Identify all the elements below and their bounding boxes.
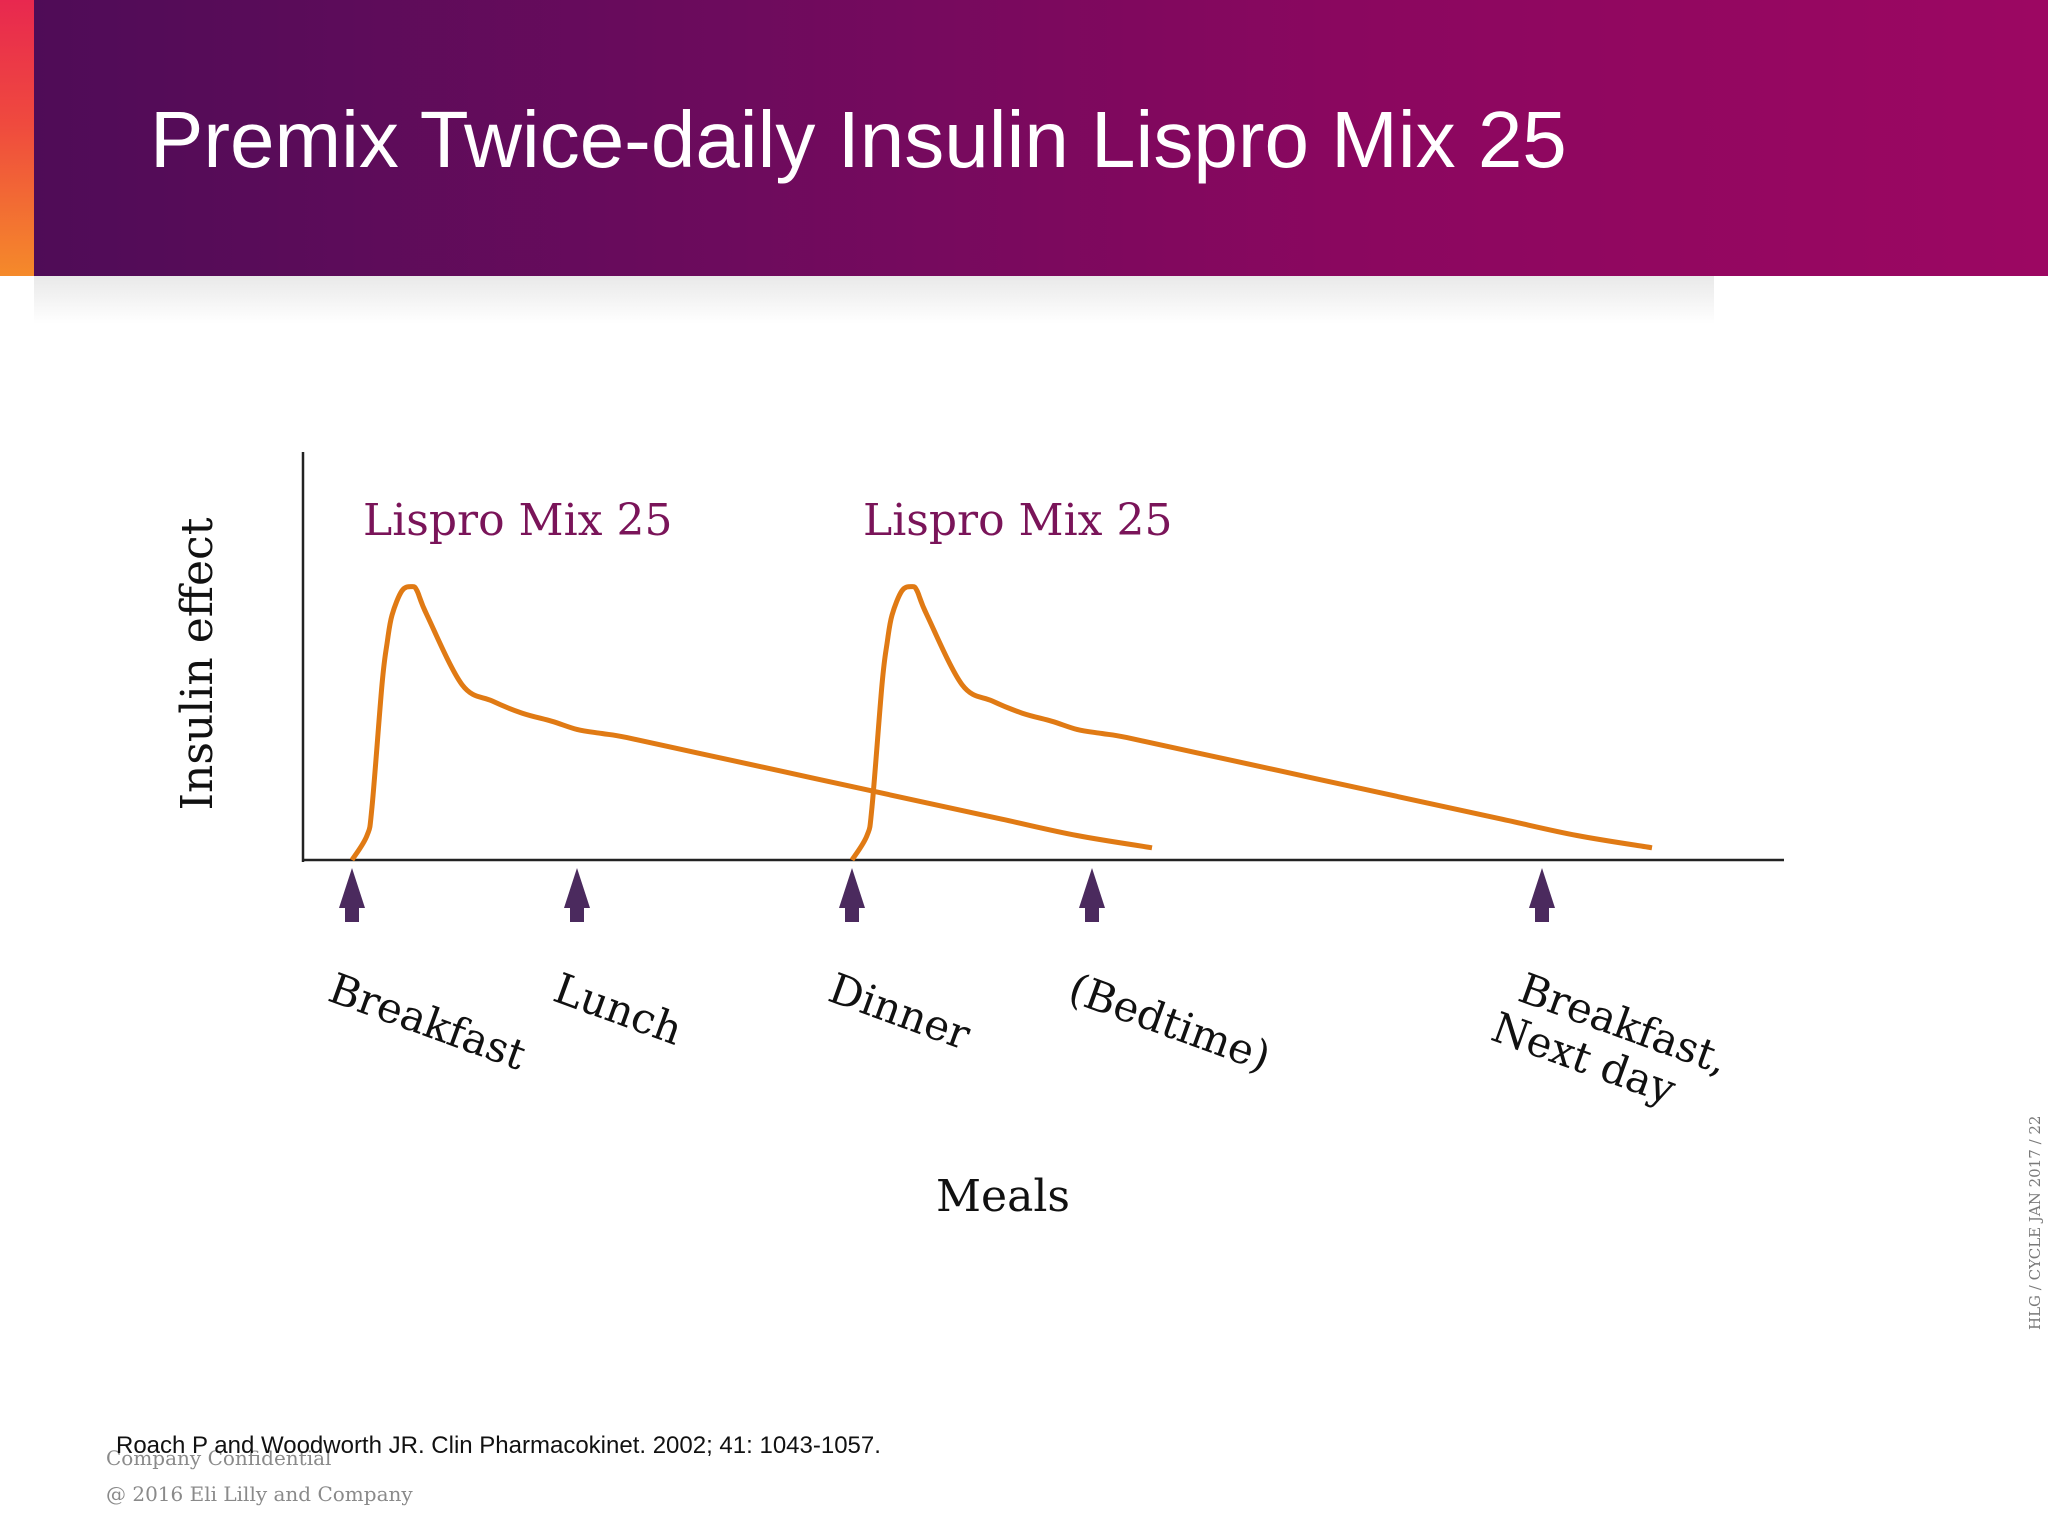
- meal-label-2: Lunch: [548, 963, 689, 1054]
- meal-arrow-head: [339, 868, 365, 908]
- meal-label-3: Dinner: [823, 963, 978, 1059]
- meal-arrow-stem: [845, 906, 859, 922]
- slide-code: HLG / CYCLE JAN 2017 / 22: [2026, 1115, 2044, 1330]
- chart-series: [349, 584, 1653, 862]
- chart-axis-titles: Meals Insulin effect: [172, 517, 1070, 1222]
- meal-arrow-head: [564, 868, 590, 908]
- meal-label-1: Breakfast: [323, 963, 533, 1079]
- series-label-1: Lispro Mix 25: [363, 495, 672, 546]
- meal-arrow-stem: [1535, 906, 1549, 922]
- chart-meal-markers: Breakfast Lunch Dinner (Bedtime) Breakfast,N…: [323, 868, 1735, 1114]
- series-label-2: Lispro Mix 25: [863, 495, 1172, 546]
- confidential-label: Company Confidential: [106, 1446, 332, 1470]
- meal-arrow-head: [1079, 868, 1105, 908]
- meal-marker-1: Breakfast: [323, 868, 533, 1080]
- copyright-label: @ 2016 Eli Lilly and Company: [106, 1482, 413, 1506]
- header-bar: [34, 0, 2048, 276]
- meal-marker-4: (Bedtime): [1063, 868, 1277, 1081]
- series-line-1: [349, 584, 1153, 862]
- meal-arrow-stem: [1085, 906, 1099, 922]
- header-accent-strip: [0, 0, 34, 276]
- citation: Roach P and Woodworth JR. Clin Pharmacok…: [116, 1432, 881, 1459]
- series-line-2: [849, 584, 1653, 862]
- meal-arrow-stem: [345, 906, 359, 922]
- x-axis-title: Meals: [936, 1171, 1070, 1222]
- meal-arrow-head: [839, 868, 865, 908]
- meal-arrow-stem: [570, 906, 584, 922]
- y-axis-title: Insulin effect: [172, 517, 223, 810]
- chart-axes: [301, 452, 1784, 862]
- header-shadow: [34, 276, 1714, 324]
- meal-marker-3: Dinner: [823, 868, 978, 1060]
- meal-arrow-head: [1529, 868, 1555, 908]
- meal-label-4: (Bedtime): [1063, 963, 1277, 1081]
- chart-series-labels: Lispro Mix 25 Lispro Mix 25: [363, 495, 1172, 546]
- slide-title: Premix Twice-daily Insulin Lispro Mix 25: [150, 95, 1567, 184]
- meal-marker-5: Breakfast,Next day: [1486, 868, 1735, 1114]
- meal-marker-2: Lunch: [548, 868, 689, 1055]
- confidential-notice: Company Confidential @ 2016 Eli Lilly an…: [106, 1440, 413, 1512]
